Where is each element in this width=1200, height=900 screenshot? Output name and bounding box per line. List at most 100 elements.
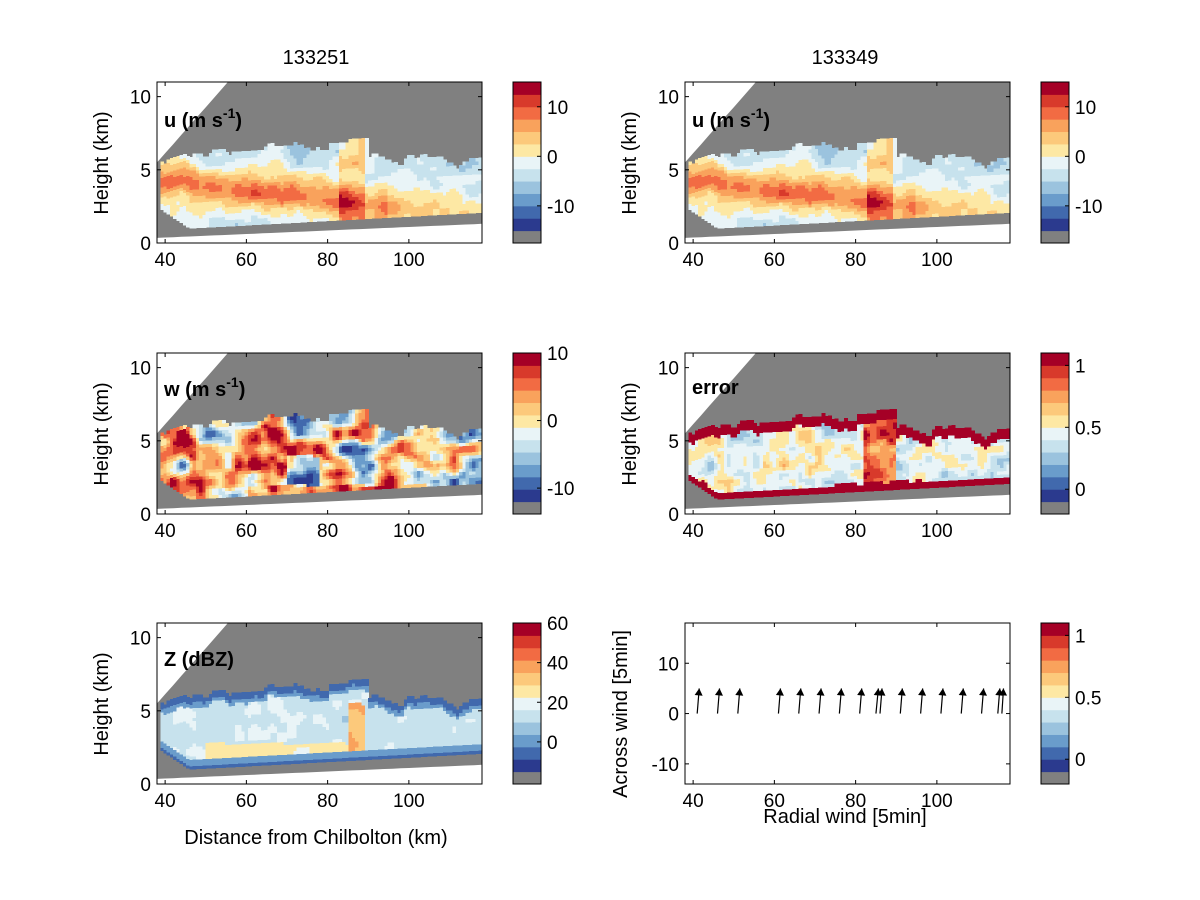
colorbar-tick-label: 0 — [1075, 147, 1086, 168]
y-tick-label: -10 — [652, 755, 679, 776]
colorbar-swatch — [513, 476, 541, 490]
ylabel-quiver: Across wind [5min] — [610, 630, 632, 798]
colorbar-swatch — [513, 439, 541, 453]
colorbar-swatch — [513, 452, 541, 465]
colorbar-frame — [512, 352, 542, 515]
x-tick-label: 80 — [317, 791, 338, 812]
colorbar-frame — [1040, 622, 1070, 785]
panel-label-error: error — [692, 377, 739, 399]
colorbar-tick-label: 0 — [1075, 480, 1086, 501]
colorbar-swatch — [513, 131, 541, 145]
colorbar-swatch — [513, 427, 541, 441]
colorbar-swatch — [513, 168, 541, 182]
colorbar-tick-label: 40 — [547, 654, 568, 675]
y-tick-label: 0 — [140, 234, 151, 255]
y-tick-label: 0 — [140, 775, 151, 796]
colorbar-swatch — [513, 464, 541, 478]
colorbar-swatch — [513, 365, 541, 379]
x-tick-label: 40 — [155, 791, 176, 812]
colorbar-swatch — [1041, 660, 1069, 674]
x-tick-label: 60 — [236, 250, 257, 271]
colorbar-swatch — [513, 660, 541, 674]
wind-arrow — [999, 688, 1008, 714]
colorbar-tick-label: 0 — [547, 147, 558, 168]
axes-frame — [684, 352, 1011, 515]
colorbar-swatch — [513, 501, 541, 515]
x-tick-label: 60 — [764, 791, 785, 812]
panel-label-z: Z (dBZ) — [164, 649, 234, 671]
colorbar-swatch — [513, 684, 541, 698]
colorbar-swatch — [513, 746, 541, 760]
colorbar-swatch — [513, 414, 541, 428]
colorbar-swatch — [513, 489, 541, 503]
y-tick-label: 0 — [140, 505, 151, 526]
y-tick-label: 10 — [130, 629, 151, 650]
colorbar-swatch — [1041, 131, 1069, 145]
x-tick-label: 80 — [845, 521, 866, 542]
colorbar-swatch — [1041, 439, 1069, 453]
panel-z-left: 40 60 80 100 0 5 10 60 40 20 0 — [130, 614, 568, 812]
colorbar-swatch — [1041, 230, 1069, 244]
colorbar-swatch — [513, 697, 541, 711]
wind-arrow — [958, 688, 967, 714]
x-tick-label: 60 — [236, 521, 257, 542]
wind-arrow — [775, 688, 784, 714]
colorbar-swatch — [513, 94, 541, 108]
x-tick-label: 80 — [317, 250, 338, 271]
colorbar: 10 0 -10 — [1040, 81, 1102, 244]
colorbar-tick-label: -10 — [547, 479, 574, 500]
colorbar-swatch — [513, 635, 541, 649]
colorbar-swatch — [1041, 635, 1069, 649]
wind-arrow — [877, 688, 886, 714]
x-tick-label: 100 — [393, 250, 425, 271]
colorbar-swatch — [513, 230, 541, 244]
field-cells — [160, 409, 482, 500]
axes-frame — [156, 622, 483, 785]
field-cells — [160, 138, 482, 229]
x-tick-label: 40 — [155, 521, 176, 542]
colorbar-swatch — [1041, 476, 1069, 490]
ylabel-z: Height (km) — [91, 652, 113, 755]
panel-label-u-left: u (m s-1) — [164, 105, 242, 132]
colorbar-tick-label: 0.5 — [1075, 418, 1101, 439]
colorbar: 10 0 -10 — [512, 344, 574, 515]
colorbar-swatch — [1041, 365, 1069, 379]
colorbar-swatch — [513, 390, 541, 404]
x-tick-label: 100 — [921, 250, 953, 271]
colorbar-swatch — [1041, 501, 1069, 515]
wind-arrow — [836, 688, 845, 714]
colorbar-swatch — [513, 672, 541, 686]
ylabel-u-right: Height (km) — [619, 111, 641, 214]
colorbar-swatch — [1041, 452, 1069, 465]
colorbar-swatch — [513, 771, 541, 785]
colorbar-swatch — [513, 181, 541, 194]
panel-label-w-left: w (m s-1) — [163, 374, 245, 401]
colorbar-swatch — [513, 647, 541, 661]
x-tick-label: 100 — [921, 791, 953, 812]
colorbar-swatch — [1041, 119, 1069, 133]
x-tick-label: 100 — [393, 791, 425, 812]
wind-arrow — [816, 688, 825, 714]
colorbar-tick-label: 0.5 — [1075, 688, 1101, 709]
colorbar-tick-label: 20 — [547, 693, 568, 714]
colorbar-swatch — [513, 218, 541, 232]
colorbar-swatch — [1041, 414, 1069, 428]
axes-frame — [684, 622, 1011, 785]
colorbar-swatch — [1041, 106, 1069, 120]
colorbar-swatch — [1041, 205, 1069, 219]
y-tick-label: 10 — [130, 359, 151, 380]
x-tick-label: 80 — [845, 791, 866, 812]
plot-background — [685, 623, 1010, 784]
colorbar-swatch — [1041, 390, 1069, 404]
colorbar-tick-label: 0 — [547, 733, 558, 754]
x-tick-label: 40 — [683, 250, 704, 271]
wind-arrow — [979, 688, 988, 714]
column-title-left: 133251 — [283, 47, 350, 69]
colorbar-swatch — [1041, 734, 1069, 748]
xlabel-z: Distance from Chilbolton (km) — [184, 827, 447, 849]
axes-frame — [156, 352, 483, 515]
colorbar-swatch — [1041, 759, 1069, 773]
y-tick-label: 10 — [130, 88, 151, 109]
